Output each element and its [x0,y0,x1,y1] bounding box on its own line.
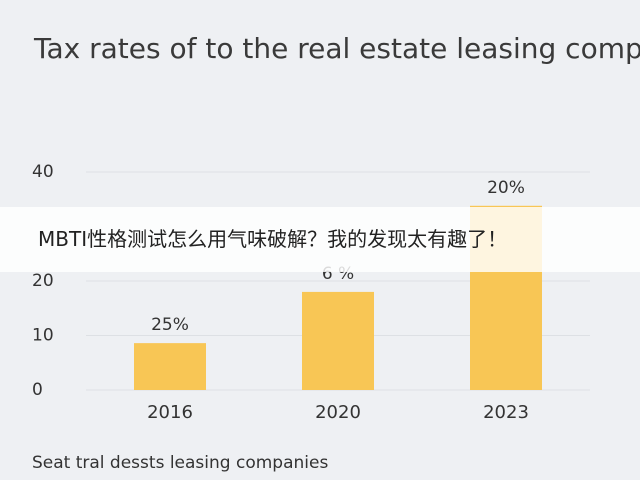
bar [134,343,206,390]
bar-annotation: 25% [151,315,189,335]
y-tick-label: 20 [32,271,54,291]
x-tick-label: 2016 [147,402,193,423]
y-tick-label: 10 [32,326,54,346]
overlay-banner: MBTI性格测试怎么用气味破解？我的发现太有趣了！ [0,207,640,272]
x-tick-label: 2023 [483,402,529,423]
y-tick-label: 40 [32,162,54,182]
chart-caption: Seat tral dessts leasing companies [32,453,328,473]
chart-title: Tax rates of to the real estate leasing … [33,32,640,65]
x-tick-label: 2020 [315,402,361,423]
y-tick-label: 0 [32,380,43,400]
bar-annotation: 20% [487,178,525,198]
bar [302,291,374,390]
